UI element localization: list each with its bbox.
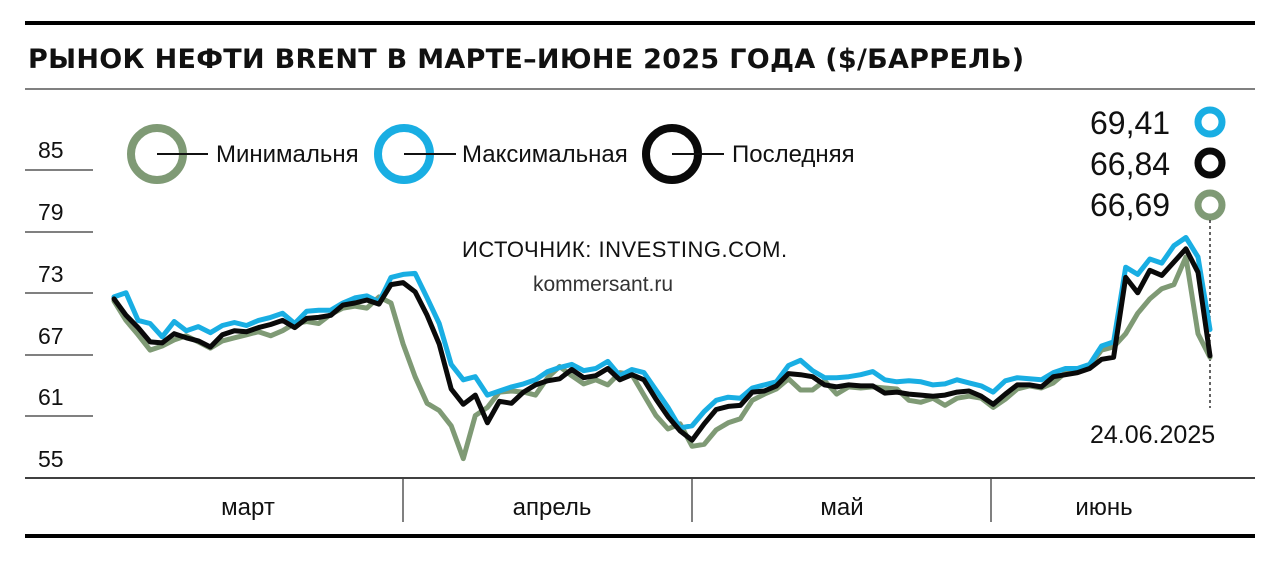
y-tick-label: 67 — [38, 323, 64, 349]
y-tick-label: 55 — [38, 446, 64, 472]
end-value-max: 69,41 — [1090, 105, 1170, 141]
month-label: июнь — [1075, 494, 1132, 521]
y-tick-label: 61 — [38, 384, 64, 410]
legend-label-max: Максимальная — [462, 141, 628, 168]
y-tick-label: 73 — [38, 261, 64, 287]
series-layer — [111, 235, 1213, 462]
month-label: май — [820, 494, 863, 521]
month-label: март — [221, 494, 275, 521]
month-label: апрель — [513, 494, 592, 521]
y-axis: 85 79 73 67 61 55 — [25, 137, 93, 472]
legend: Минимальня Максимальная Последняя — [127, 124, 855, 184]
end-marker-last — [1194, 147, 1226, 179]
x-axis: март апрель май июнь — [221, 479, 1133, 522]
end-values: 69,41 66,84 66,69 — [1090, 105, 1226, 223]
end-date-label: 24.06.2025 — [1090, 421, 1215, 449]
series-line-last — [111, 246, 1213, 443]
y-tick-label: 85 — [38, 137, 64, 163]
legend-label-min: Минимальня — [216, 141, 359, 168]
site-note: kommersant.ru — [533, 273, 673, 296]
legend-item-last: Последняя — [642, 124, 855, 184]
bottom-rule — [25, 534, 1255, 538]
end-marker-max — [1194, 106, 1226, 138]
legend-item-min: Минимальня — [127, 124, 359, 184]
y-tick-label: 79 — [38, 199, 64, 225]
top-rule — [25, 21, 1255, 25]
source-note: ИСТОЧНИК: INVESTING.COM. — [462, 237, 788, 262]
end-value-min: 66,69 — [1090, 187, 1170, 223]
series-line-max — [111, 235, 1213, 431]
chart-title: РЫНОК НЕФТИ BRENT В МАРТЕ–ИЮНЕ 2025 ГОДА… — [28, 44, 1024, 75]
legend-label-last: Последняя — [732, 141, 855, 168]
legend-item-max: Максимальная — [374, 124, 628, 184]
end-marker-min — [1194, 189, 1226, 221]
end-value-last: 66,84 — [1090, 146, 1170, 182]
